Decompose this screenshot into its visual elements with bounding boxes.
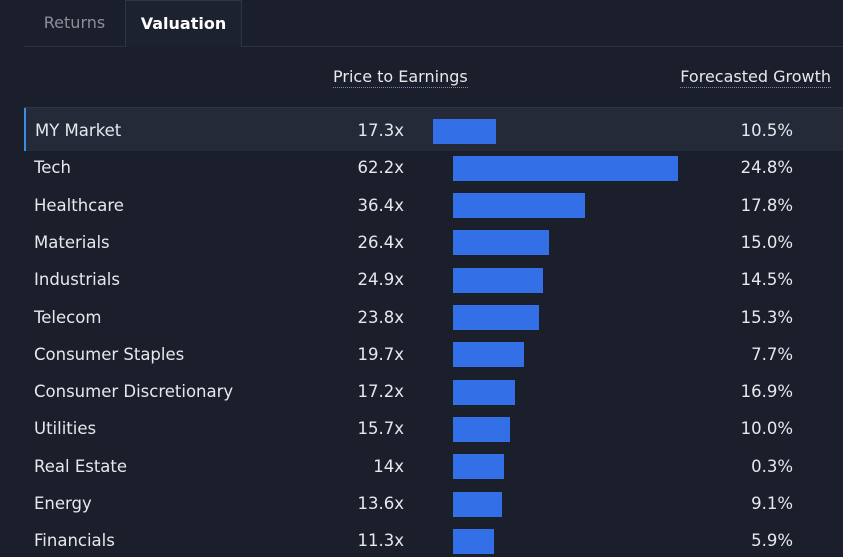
row-name: Consumer Discretionary [34, 382, 234, 402]
growth-value: 17.8% [740, 195, 793, 215]
pe-bar [453, 528, 494, 554]
pe-value: 62.2x [357, 158, 404, 178]
row-name: Consumer Staples [34, 344, 185, 364]
growth-value: 24.8% [740, 158, 793, 178]
pe-value: 24.9x [357, 270, 404, 290]
pe-bar [453, 379, 516, 405]
pe-value: 17.2x [357, 382, 404, 402]
row-name: Financials [34, 531, 115, 551]
growth-value: 16.9% [740, 382, 793, 402]
pe-bar [453, 342, 525, 368]
row-name: Healthcare [34, 195, 124, 215]
row-name: MY Market [35, 121, 122, 140]
growth-value: 0.3% [751, 456, 793, 476]
pe-bar [453, 491, 503, 517]
pe-value: 15.7x [357, 419, 404, 439]
pe-bar [453, 454, 504, 480]
pe-value: 13.6x [357, 494, 404, 513]
column-header[interactable]: Price to Earnings [333, 67, 468, 88]
pe-bar [453, 267, 544, 293]
row-name: Utilities [34, 419, 97, 439]
growth-value: 14.5% [740, 270, 793, 290]
growth-value: 15.0% [740, 232, 793, 252]
growth-value: 15.3% [740, 307, 793, 327]
column-header[interactable]: Forecasted Growth [680, 67, 831, 88]
pe-bar [453, 193, 585, 219]
pe-value: 17.3x [357, 121, 404, 140]
pe-value: 11.3x [357, 531, 404, 551]
row-name: Telecom [34, 307, 102, 327]
tab[interactable]: Returns [24, 0, 125, 47]
growth-value: 10.5% [740, 121, 793, 140]
divider [24, 107, 843, 108]
pe-value: 26.4x [357, 232, 404, 252]
growth-value: 9.1% [751, 494, 793, 513]
pe-bar [453, 305, 540, 330]
row-name: Energy [34, 494, 92, 513]
tab-active[interactable]: Valuation [125, 0, 242, 47]
row-name: Industrials [34, 270, 120, 290]
row-name: Tech [34, 158, 71, 178]
pe-bar [453, 155, 679, 181]
pe-value: 36.4x [357, 195, 404, 215]
pe-value: 23.8x [357, 307, 404, 327]
pe-bar [433, 118, 496, 144]
pe-value: 14x [373, 456, 404, 476]
row-name: Real Estate [34, 456, 128, 476]
pe-bar [453, 416, 510, 442]
row-name: Materials [34, 232, 110, 252]
pe-bar [453, 230, 549, 256]
growth-value: 7.7% [751, 344, 793, 364]
tab-border [241, 46, 843, 47]
growth-value: 10.0% [740, 419, 793, 439]
growth-value: 5.9% [751, 531, 793, 551]
pe-value: 19.7x [357, 344, 404, 364]
